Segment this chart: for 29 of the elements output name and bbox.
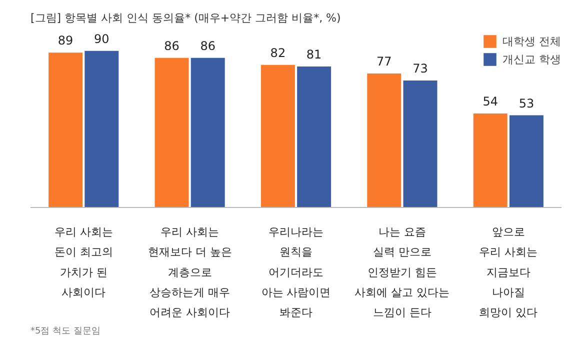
data-label: 81	[306, 48, 322, 62]
data-label: 77	[376, 54, 392, 69]
data-label: 86	[164, 38, 180, 53]
bar	[473, 114, 508, 208]
x-tick-label: 우리 사회는 현재보다 더 높은 계층으로 상승하는게 매우 어려운 사회이다	[148, 226, 232, 320]
data-label: 86	[200, 38, 216, 53]
bar	[367, 74, 402, 208]
legend-label: 대학생 전체	[502, 34, 561, 48]
bar	[190, 58, 225, 208]
data-label: 53	[518, 96, 534, 110]
data-label: 73	[412, 61, 428, 76]
x-tick-label: 우리 사회는 돈이 최고의 가치가 된 사회이다	[54, 226, 113, 299]
x-tick-label: 앞으로 우리 사회는 지금보다 나아질 희망이 있다	[479, 226, 538, 320]
data-label: 90	[94, 32, 110, 46]
data-label: 54	[482, 94, 498, 109]
x-tick-label: 나는 요즘 실력 만으로 인정받기 힘든 사회에 살고 있다는 느낌이 든다	[354, 226, 450, 320]
bar	[260, 64, 295, 208]
text: *5점 척도 질문임	[30, 326, 100, 336]
data-label: 82	[270, 46, 286, 60]
bar	[154, 58, 189, 208]
chart-title: [그림] 항목별 사회 인식 동의율* (매우+약간 그러함 비율*, %)	[30, 12, 341, 24]
bar	[84, 50, 119, 208]
x-tick-label: 우리나라는 원칙을 어기더라도 아는 사람이면 봐준다	[261, 226, 331, 320]
legend-label: 개신교 학생	[502, 52, 561, 66]
data-label: 89	[58, 34, 74, 48]
bar	[509, 115, 544, 208]
bar	[48, 52, 83, 208]
bar	[297, 66, 332, 208]
bar	[403, 80, 438, 208]
